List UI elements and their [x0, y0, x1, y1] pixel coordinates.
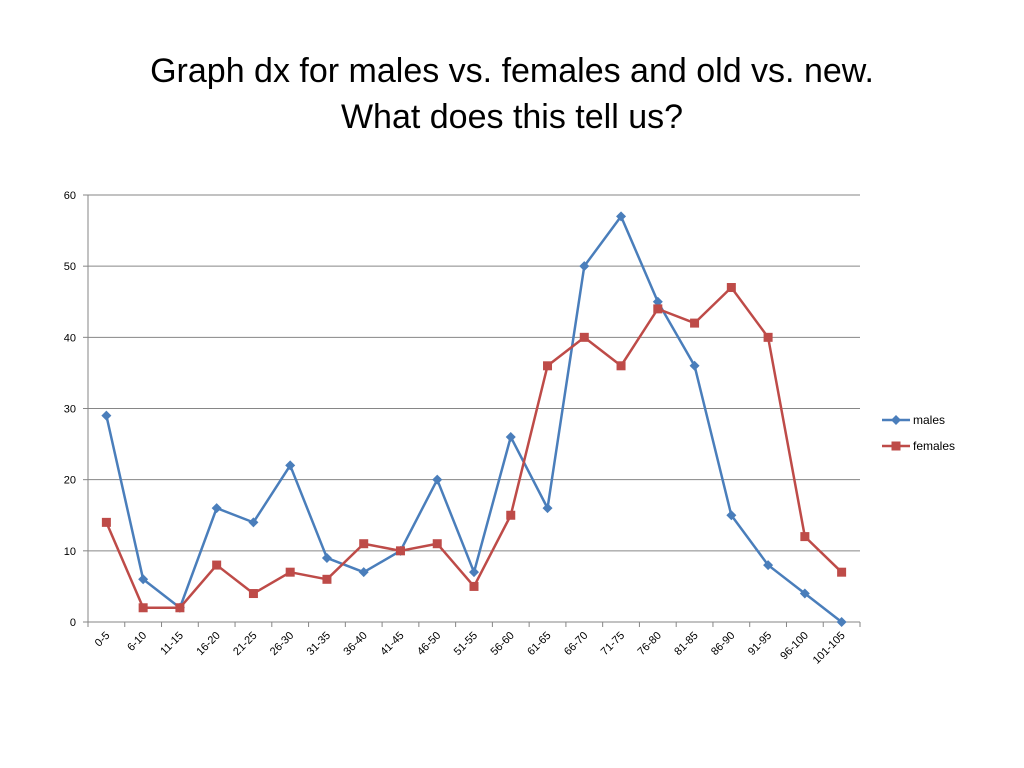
data-point-females [616, 361, 626, 371]
data-point-females [212, 560, 222, 570]
data-point-females [579, 332, 589, 342]
x-tick-label: 21-25 [231, 630, 259, 658]
data-point-males [616, 211, 627, 222]
y-tick-label: 0 [70, 617, 76, 629]
data-point-females [248, 589, 258, 599]
data-point-females [138, 603, 148, 613]
x-tick-label: 16-20 [194, 630, 222, 658]
data-point-females [359, 539, 369, 549]
data-point-females [543, 361, 553, 371]
data-point-females [837, 567, 847, 577]
series-line-females [105, 286, 843, 610]
data-point-females [763, 332, 773, 342]
x-tick-label: 91-95 [746, 630, 774, 658]
data-point-males [689, 360, 700, 371]
legend-item-males: males [882, 413, 945, 427]
x-tick-label: 26-30 [268, 630, 296, 658]
x-tick-label: 11-15 [158, 630, 186, 658]
x-tick-label: 56-60 [488, 630, 516, 658]
data-point-males [285, 460, 296, 471]
legend-item-females: females [882, 439, 955, 453]
gridlines [88, 194, 860, 552]
data-point-females [726, 283, 736, 293]
x-tick-label: 41-45 [378, 630, 406, 658]
series-males [101, 211, 847, 627]
data-point-males [542, 503, 553, 514]
data-point-females [395, 546, 405, 556]
legend-marker-males [891, 415, 901, 425]
legend: males females [882, 413, 955, 453]
x-tick-label: 0-5 [93, 630, 113, 650]
title-line-1: Graph dx for males vs. females and old v… [150, 52, 874, 90]
y-tick-label: 60 [64, 190, 76, 202]
x-tick-label: 66-70 [562, 630, 590, 658]
data-point-males [211, 503, 222, 514]
y-tick-label: 30 [64, 404, 76, 416]
data-point-females [653, 304, 663, 314]
data-point-females [175, 603, 185, 613]
data-point-males [505, 431, 516, 442]
data-point-males [432, 474, 443, 485]
y-tick-label: 50 [64, 261, 76, 273]
y-tick-label: 20 [64, 475, 76, 487]
data-point-females [285, 567, 295, 577]
x-tick-label: 71-75 [599, 630, 627, 658]
data-point-females [800, 532, 810, 542]
legend-label-females: females [913, 439, 955, 453]
data-point-males [248, 517, 259, 528]
series-females [101, 283, 847, 613]
y-tick-label: 10 [64, 546, 76, 558]
axes: 0 10 20 30 40 50 60 0-5 6-10 11-15 16-20 21-25 26-30… [64, 190, 861, 667]
x-tick-label: 46-50 [415, 630, 443, 658]
data-point-males [726, 510, 737, 521]
data-point-females [506, 510, 516, 520]
x-tick-label: 86-90 [709, 630, 737, 658]
slide-title: Graph dx for males vs. females and old v… [0, 48, 1024, 140]
series [101, 211, 847, 627]
data-point-males [763, 560, 774, 571]
data-point-males [579, 261, 590, 272]
legend-marker-females [891, 441, 901, 451]
data-point-females [469, 581, 479, 591]
data-point-females [432, 539, 442, 549]
data-point-females [101, 517, 111, 527]
x-tick-label: 101-105 [811, 630, 848, 667]
x-tick-label: 61-65 [525, 630, 553, 658]
x-tick-label: 51-55 [452, 630, 480, 658]
data-point-males [652, 296, 663, 307]
data-point-females [690, 318, 700, 328]
data-point-males [101, 410, 112, 421]
x-tick-label: 76-80 [636, 630, 664, 658]
data-point-males [358, 567, 369, 578]
data-point-males [836, 617, 847, 627]
legend-label-males: males [913, 413, 945, 427]
data-point-males [469, 567, 479, 578]
data-point-females [322, 574, 332, 584]
x-tick-label: 96-100 [778, 630, 811, 663]
data-point-males [138, 574, 149, 585]
data-point-males [799, 588, 810, 599]
title-line-2: What does this tell us? [340, 98, 684, 136]
data-point-males [321, 552, 332, 563]
x-tick-label: 6-10 [125, 630, 149, 654]
x-tick-label: 81-85 [672, 630, 700, 658]
x-tick-label: 36-40 [341, 630, 369, 658]
y-tick-label: 40 [64, 332, 76, 344]
x-tick-label: 31-35 [305, 630, 333, 658]
